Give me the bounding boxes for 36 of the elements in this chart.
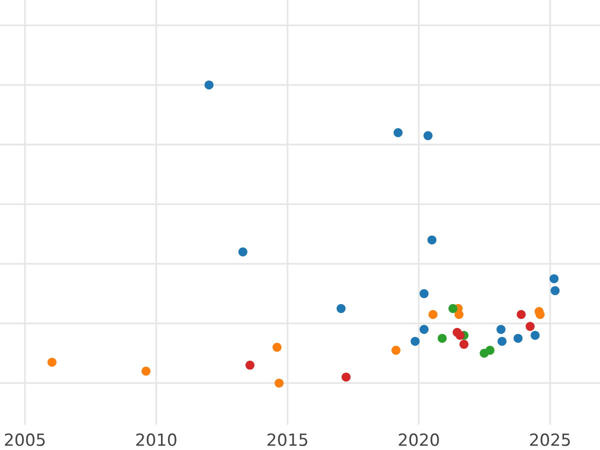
point (454, 310, 464, 319)
point (438, 334, 447, 343)
point (204, 80, 214, 90)
point (496, 324, 506, 334)
point (141, 366, 150, 376)
point (336, 304, 346, 314)
point (424, 131, 433, 140)
point (342, 372, 351, 382)
point (238, 247, 248, 256)
x-tick-label: 2010 (136, 433, 176, 446)
point (391, 346, 400, 355)
point (514, 334, 523, 343)
point (448, 304, 458, 314)
point (272, 342, 282, 352)
point (274, 378, 284, 388)
x-tick-label: 2025 (530, 433, 570, 446)
point (530, 330, 540, 340)
point (394, 128, 403, 138)
point (420, 324, 429, 334)
point (456, 330, 465, 340)
x-tick-label: 2015 (268, 433, 308, 446)
point (498, 336, 507, 346)
point (245, 360, 254, 370)
x-tick-label: 2005 (4, 433, 45, 446)
point (526, 322, 535, 331)
point (516, 310, 526, 319)
point (420, 289, 429, 298)
x-tick-label: 2020 (398, 433, 439, 446)
point (410, 336, 420, 346)
point (459, 340, 468, 349)
point (427, 235, 436, 244)
point (485, 346, 494, 355)
point (550, 274, 559, 284)
point (550, 286, 560, 296)
point (47, 358, 56, 367)
point (428, 310, 438, 319)
